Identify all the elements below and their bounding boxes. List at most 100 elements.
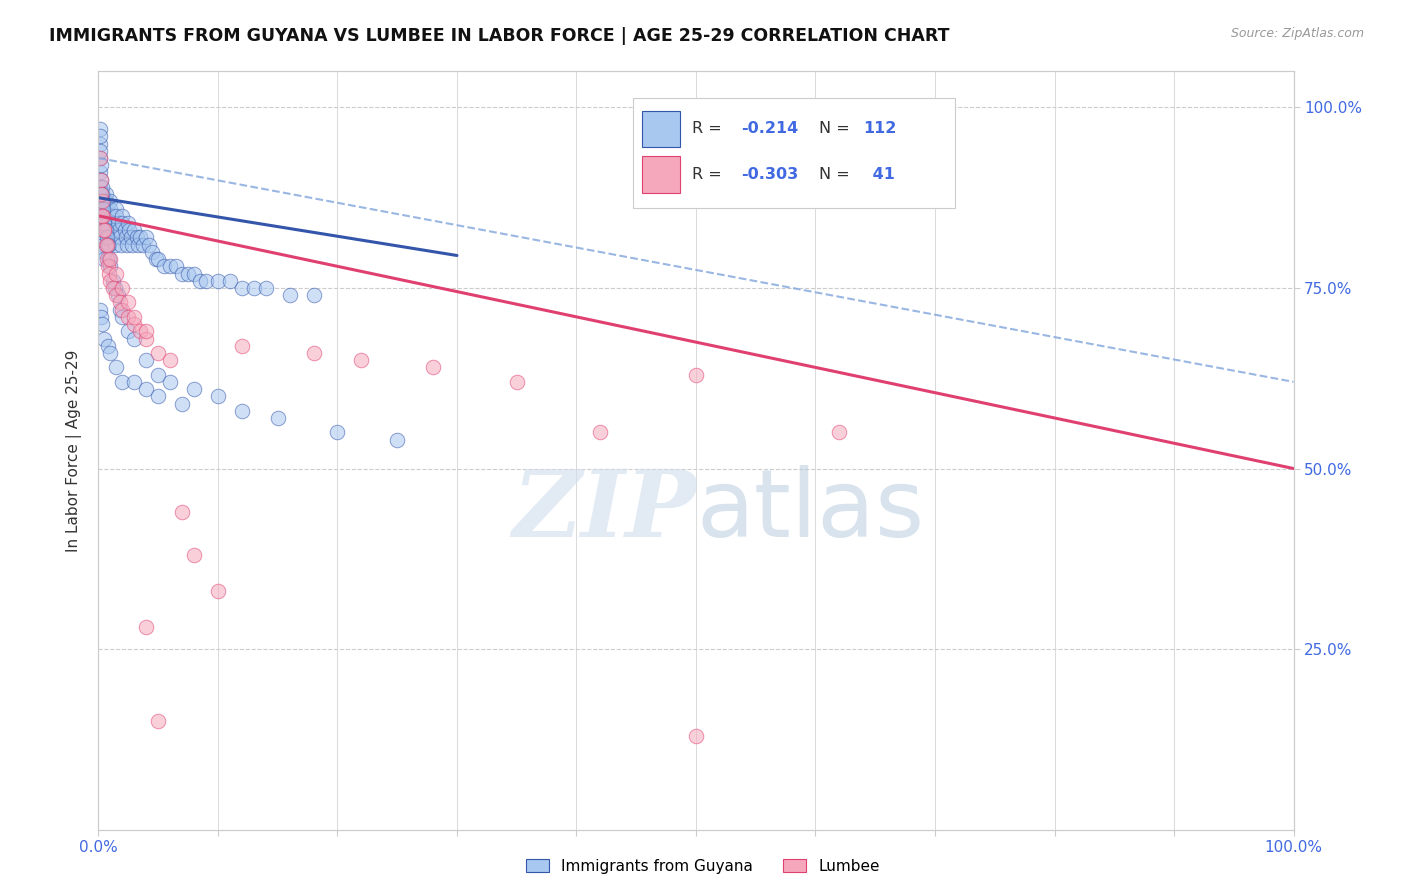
Point	[97, 237, 120, 252]
Point	[107, 288, 129, 302]
Point	[120, 230, 142, 244]
Text: -0.214: -0.214	[741, 121, 799, 136]
Text: N =: N =	[820, 121, 855, 136]
Text: atlas: atlas	[696, 465, 924, 558]
Point	[195, 274, 218, 288]
Point	[96, 230, 118, 244]
Point	[93, 252, 115, 266]
Point	[685, 368, 707, 382]
Point	[302, 346, 325, 360]
Point	[127, 237, 149, 252]
Text: IMMIGRANTS FROM GUYANA VS LUMBEE IN LABOR FORCE | AGE 25-29 CORRELATION CHART: IMMIGRANTS FROM GUYANA VS LUMBEE IN LABO…	[49, 27, 949, 45]
Point	[93, 216, 115, 230]
Point	[100, 209, 122, 223]
Text: 41: 41	[868, 167, 894, 182]
Point	[101, 281, 124, 295]
Point	[165, 260, 187, 274]
Point	[91, 187, 114, 202]
Point	[89, 136, 111, 151]
Point	[90, 194, 112, 209]
Point	[135, 230, 157, 244]
Point	[159, 375, 181, 389]
Point	[188, 274, 211, 288]
Point	[89, 165, 111, 179]
Point	[108, 302, 131, 317]
Point	[111, 310, 134, 324]
Point	[108, 230, 131, 244]
Point	[124, 223, 146, 237]
Point	[243, 281, 266, 295]
Point	[96, 237, 118, 252]
Point	[129, 230, 152, 244]
Point	[302, 288, 325, 302]
Point	[105, 360, 128, 375]
Point	[685, 729, 707, 743]
Point	[90, 187, 112, 202]
Y-axis label: In Labor Force | Age 25-29: In Labor Force | Age 25-29	[66, 350, 83, 551]
Point	[177, 267, 200, 281]
Point	[93, 223, 115, 237]
Point	[105, 267, 128, 281]
Text: 112: 112	[863, 121, 897, 136]
Point	[98, 260, 122, 274]
Point	[94, 237, 117, 252]
Point	[98, 252, 122, 266]
Point	[111, 209, 134, 223]
Point	[183, 548, 205, 562]
Point	[90, 172, 112, 186]
Point	[101, 274, 124, 288]
Point	[111, 281, 134, 295]
Point	[148, 252, 170, 266]
Point	[91, 209, 114, 223]
Point	[117, 324, 139, 338]
Point	[141, 244, 163, 259]
Point	[326, 425, 349, 440]
Text: Source: ZipAtlas.com: Source: ZipAtlas.com	[1230, 27, 1364, 40]
Point	[96, 209, 118, 223]
Point	[111, 302, 134, 317]
Point	[148, 714, 170, 729]
Point	[124, 375, 146, 389]
Point	[101, 223, 124, 237]
Point	[350, 353, 373, 368]
Text: R =: R =	[692, 121, 727, 136]
Point	[107, 223, 129, 237]
Point	[90, 172, 112, 186]
Point	[115, 230, 138, 244]
Point	[118, 223, 141, 237]
Point	[98, 274, 122, 288]
Point	[115, 237, 138, 252]
Point	[93, 223, 115, 237]
Point	[172, 505, 194, 519]
Point	[159, 353, 181, 368]
Point	[105, 202, 128, 216]
Point	[98, 267, 121, 281]
Text: N =: N =	[820, 167, 855, 182]
Point	[101, 216, 124, 230]
Point	[129, 324, 152, 338]
Point	[91, 237, 114, 252]
Point	[267, 411, 290, 425]
Point	[104, 281, 127, 295]
Point	[207, 584, 229, 599]
Point	[231, 339, 253, 353]
Point	[172, 267, 194, 281]
Point	[98, 237, 121, 252]
Point	[135, 353, 157, 368]
Point	[219, 274, 242, 288]
Point	[97, 339, 120, 353]
Point	[90, 187, 112, 202]
Point	[98, 346, 122, 360]
Point	[91, 194, 114, 209]
Point	[90, 158, 112, 172]
Point	[89, 302, 111, 317]
Point	[183, 382, 205, 396]
Point	[93, 332, 115, 346]
Point	[91, 194, 114, 209]
Point	[89, 122, 111, 136]
Point	[589, 425, 612, 440]
Text: -0.303: -0.303	[741, 167, 799, 182]
Point	[159, 260, 181, 274]
Point	[91, 209, 114, 223]
Point	[111, 375, 134, 389]
